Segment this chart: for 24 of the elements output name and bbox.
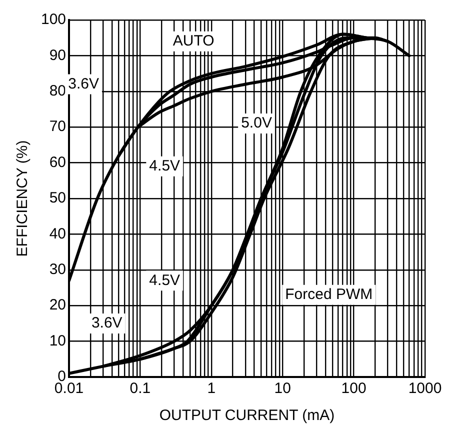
annotation: 4.5V <box>149 272 180 289</box>
x-tick-label: 10 <box>274 380 291 398</box>
x-tick-label: 1000 <box>408 380 442 398</box>
annotation: 5.0V <box>241 114 272 132</box>
annotation: 3.6V <box>91 314 122 332</box>
x-axis-title: OUTPUT CURRENT (mA) <box>159 407 335 424</box>
y-tick-label: 80 <box>49 82 66 100</box>
x-tick-label: 1 <box>207 380 216 398</box>
y-tick-label: 30 <box>49 261 66 278</box>
y-tick-label: 70 <box>49 118 66 136</box>
y-tick-label: 10 <box>49 332 66 350</box>
annotation: AUTO <box>172 32 214 50</box>
y-tick-label: 40 <box>49 225 66 242</box>
y-tick-label: 20 <box>49 296 66 314</box>
y-tick-label: 50 <box>49 190 66 207</box>
annotation: Forced PWM <box>285 286 373 304</box>
x-tick-label: 100 <box>341 380 366 398</box>
annotation: 4.5V <box>149 158 180 175</box>
y-axis-title: EFFICIENCY (%) <box>14 140 32 257</box>
y-tick-label: 60 <box>49 154 66 171</box>
x-tick-label: 0.1 <box>130 380 151 398</box>
annotation: 3.6V <box>68 75 99 92</box>
y-tick-label: 100 <box>40 11 66 28</box>
y-tick-label: 90 <box>49 46 66 64</box>
